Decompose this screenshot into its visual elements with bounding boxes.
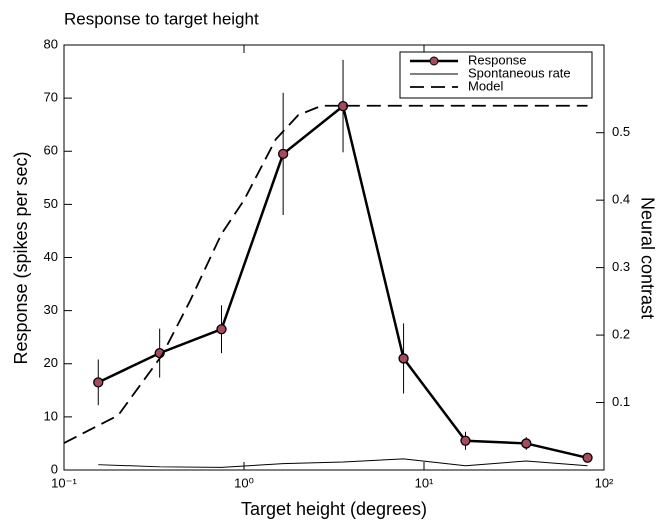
y-tick-label: 60 xyxy=(44,143,58,158)
series-line xyxy=(98,458,588,468)
data-point xyxy=(398,353,409,364)
plot-frame xyxy=(63,44,605,471)
y2-tick-label: 0.1 xyxy=(612,394,630,409)
y-tick-label: 40 xyxy=(44,249,58,264)
x-tick-label: 10⁻¹ xyxy=(51,475,77,490)
y2-tick-label: 0.4 xyxy=(612,192,630,207)
x-tick-label: 10⁰ xyxy=(234,475,254,490)
data-point xyxy=(277,148,289,160)
y-tick-label: 30 xyxy=(44,302,58,317)
legend-label: Model xyxy=(468,78,504,93)
legend-label: Spontaneous rate xyxy=(468,65,571,80)
data-point xyxy=(521,438,532,449)
y2-tick-label: 0.5 xyxy=(612,124,630,139)
y-tick-label: 0 xyxy=(51,461,58,476)
data-point xyxy=(216,324,227,335)
data-point xyxy=(460,435,471,446)
x-tick-label: 10¹ xyxy=(415,475,434,490)
y2-axis-label: Neural contrast xyxy=(637,197,657,319)
y-tick-label: 50 xyxy=(44,196,58,211)
data-point xyxy=(93,377,104,388)
series-line xyxy=(97,103,588,459)
y2-tick-label: 0.3 xyxy=(612,259,630,274)
data-point xyxy=(582,452,593,463)
y-axis-label: Response (spikes per sec) xyxy=(11,151,31,364)
legend-label: Response xyxy=(468,52,527,67)
y-tick-label: 70 xyxy=(44,90,58,105)
x-axis-label: Target height (degrees) xyxy=(241,499,427,519)
y-tick-label: 20 xyxy=(44,355,58,370)
y-tick-label: 80 xyxy=(44,36,58,51)
chart-title: Response to target height xyxy=(64,9,259,28)
y-tick-label: 10 xyxy=(44,408,58,423)
y2-tick-label: 0.2 xyxy=(612,327,630,342)
series-line xyxy=(63,104,588,444)
legend-marker xyxy=(429,56,439,66)
x-tick-label: 10² xyxy=(595,475,614,490)
